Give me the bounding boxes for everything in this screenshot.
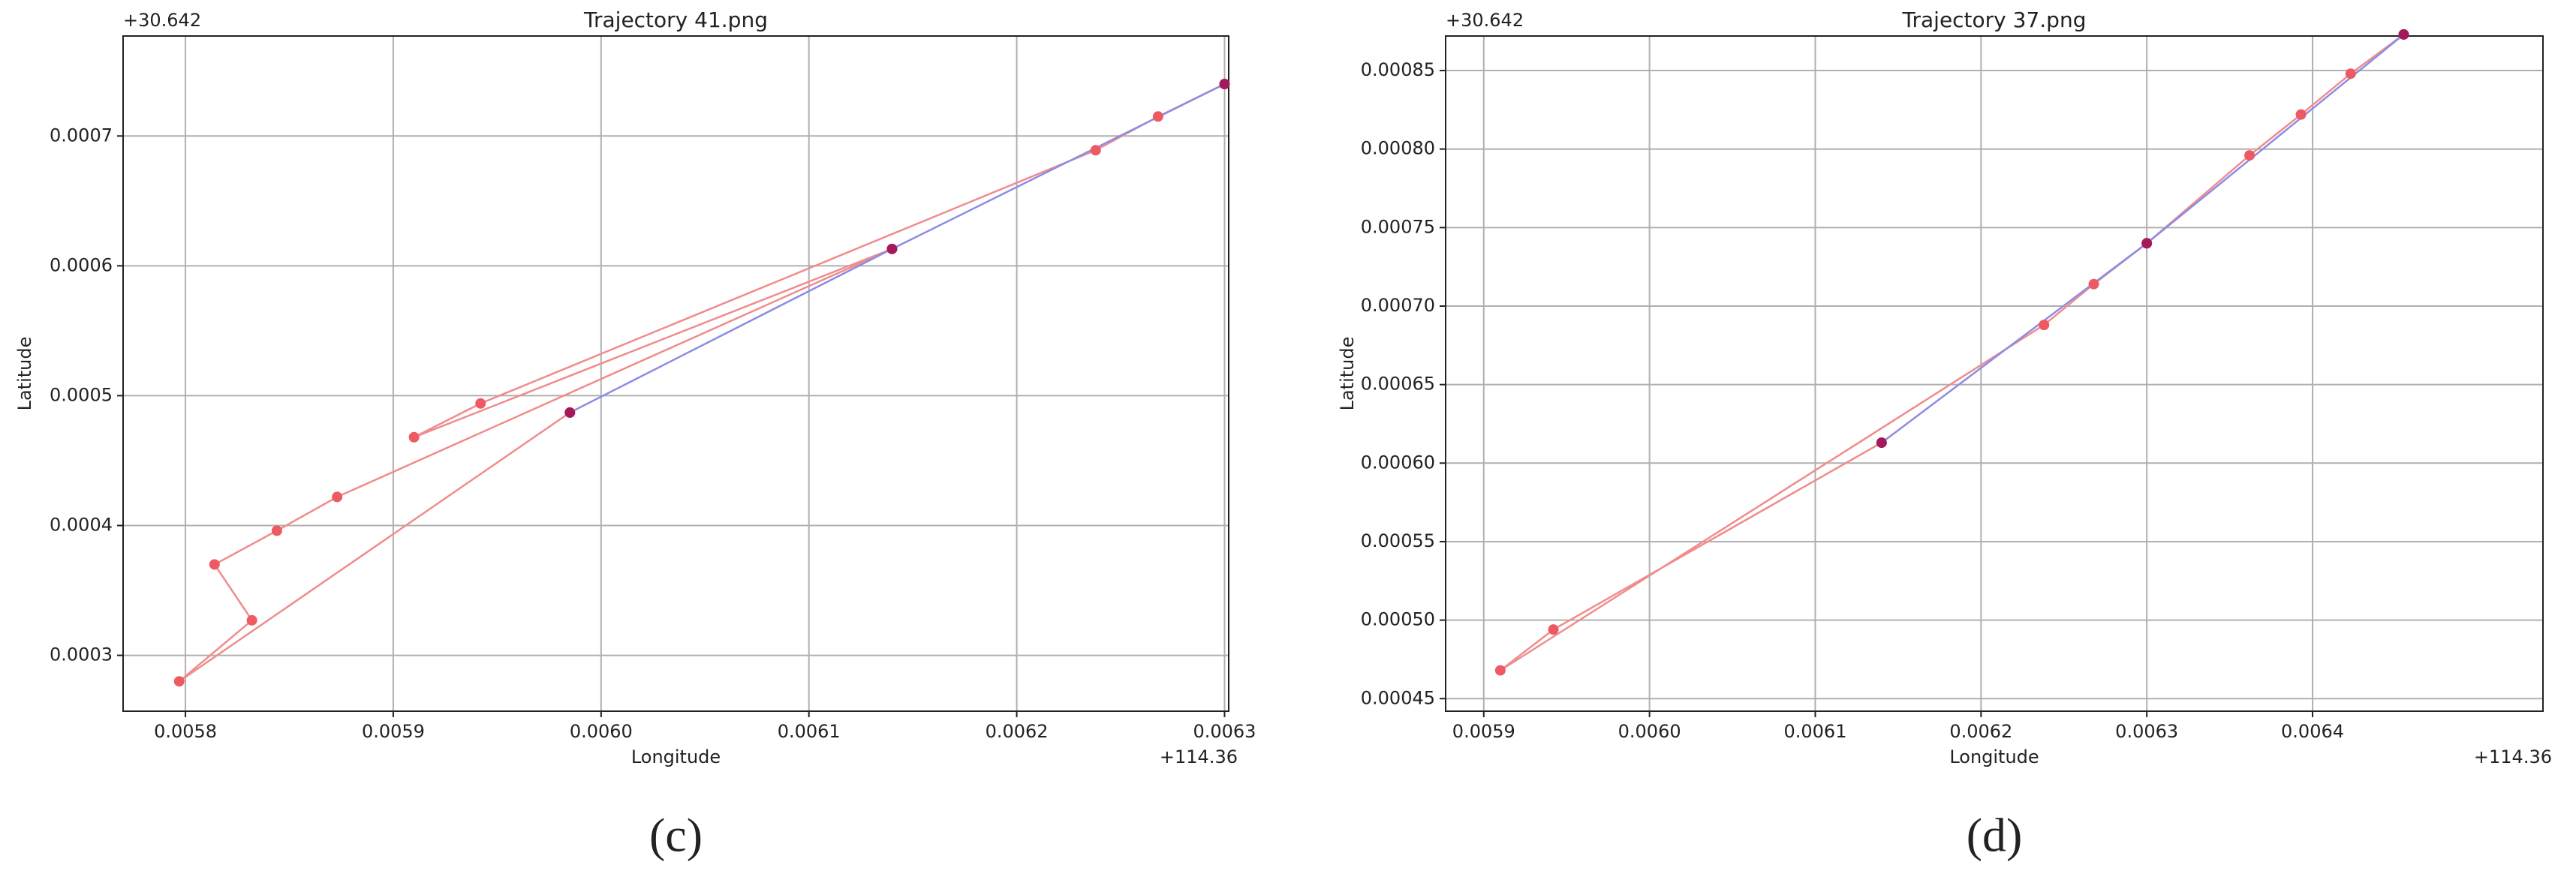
y-tick-label: 0.00070	[1361, 295, 1435, 316]
x-offset: +114.36	[2474, 746, 2552, 767]
trajectory-line	[178, 83, 1226, 683]
plot-frame	[122, 35, 1229, 712]
x-tick-label: 0.0059	[1452, 721, 1515, 742]
x-tick-label: 0.0062	[986, 721, 1049, 742]
y-tick-label: 0.00075	[1361, 216, 1435, 237]
point	[1548, 624, 1559, 635]
x-tick-label: 0.0063	[2115, 721, 2178, 742]
chart-title: Trajectory 37.png	[1902, 8, 2087, 32]
plot-area	[1446, 36, 2543, 711]
point	[1219, 79, 1230, 90]
caption: (c)	[649, 809, 703, 862]
x-tick-label: 0.0058	[154, 721, 217, 742]
point	[408, 431, 420, 443]
x-tick-label: 0.0062	[1949, 721, 2012, 742]
point	[209, 559, 220, 570]
point	[886, 243, 898, 254]
y-tick-label: 0.00050	[1361, 609, 1435, 630]
y-tick-label: 0.00045	[1361, 687, 1435, 708]
point	[2398, 29, 2409, 40]
y-tick-label: 0.0005	[50, 384, 113, 405]
x-tick-label: 0.0064	[2281, 721, 2344, 742]
y-tick-label: 0.0004	[50, 515, 113, 536]
x-axis-label: Longitude	[1949, 746, 2039, 767]
x-tick-label: 0.0060	[570, 721, 633, 742]
x-tick-label: 0.0060	[1618, 721, 1681, 742]
plot-frame	[1445, 35, 2544, 712]
point	[1090, 145, 1101, 156]
y-tick-label: 0.0007	[50, 125, 113, 146]
point	[1152, 111, 1163, 122]
y-axis-label: Latitude	[1337, 337, 1358, 411]
x-offset: +114.36	[1160, 746, 1238, 767]
y-tick-label: 0.0003	[50, 644, 113, 665]
point	[1494, 665, 1506, 676]
y-offset: +30.642	[123, 10, 201, 31]
point	[2244, 150, 2256, 161]
point	[2295, 109, 2307, 120]
x-tick-label: 0.0061	[778, 721, 841, 742]
point	[173, 676, 185, 687]
point	[332, 491, 343, 503]
plot-area	[123, 36, 1229, 711]
point	[475, 398, 486, 409]
x-tick-label: 0.0061	[1783, 721, 1846, 742]
x-axis-label: Longitude	[631, 746, 721, 767]
x-tick-label: 0.0059	[362, 721, 425, 742]
point	[246, 614, 257, 626]
y-tick-label: 0.00065	[1361, 374, 1435, 395]
y-tick-label: 0.00055	[1361, 530, 1435, 551]
point	[2141, 238, 2153, 249]
y-tick-label: 0.00080	[1361, 138, 1435, 159]
chart-title: Trajectory 41.png	[583, 8, 768, 32]
point	[564, 407, 576, 418]
caption: (d)	[1967, 809, 2023, 862]
point	[271, 525, 282, 536]
y-offset: +30.642	[1446, 10, 1524, 31]
point	[1876, 437, 1887, 449]
point	[2039, 320, 2050, 331]
y-axis-label: Latitude	[14, 337, 35, 411]
x-tick-label: 0.0063	[1193, 721, 1256, 742]
point	[2088, 278, 2099, 290]
y-tick-label: 0.0006	[50, 254, 113, 275]
y-tick-label: 0.00060	[1361, 452, 1435, 473]
point	[2345, 68, 2356, 80]
y-tick-label: 0.00085	[1361, 59, 1435, 80]
